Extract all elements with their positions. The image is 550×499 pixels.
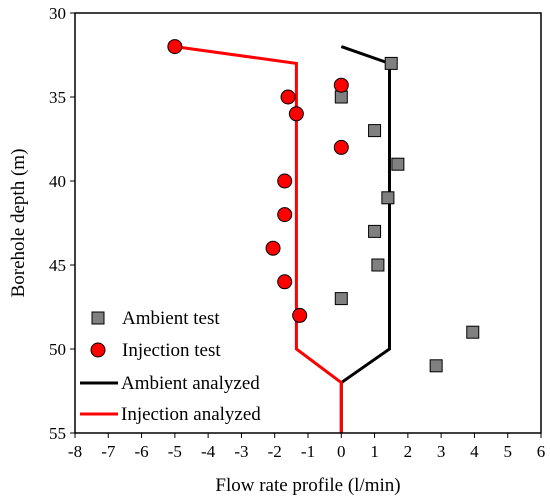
plot-lines	[174, 45, 391, 433]
data-point-square	[384, 56, 398, 70]
x-tick-label: -8	[68, 442, 82, 461]
data-point-square	[381, 191, 395, 205]
x-tick-label: 2	[404, 442, 413, 461]
x-tick-label: -7	[101, 442, 116, 461]
data-point-circle	[167, 39, 183, 55]
data-point-square	[391, 157, 405, 171]
plot-points	[167, 39, 480, 373]
data-point-circle	[277, 207, 293, 223]
y-tick-label: 40	[49, 172, 66, 191]
x-tick-label: 3	[437, 442, 446, 461]
y-tick-label: 30	[49, 4, 66, 23]
x-tick-label: -6	[134, 442, 148, 461]
x-tick-label: -5	[168, 442, 182, 461]
data-point-circle	[277, 274, 293, 290]
y-tick-label: 55	[49, 424, 66, 443]
x-tick-label: 6	[537, 442, 546, 461]
legend-label: Injection analyzed	[121, 404, 261, 425]
y-tick-label: 35	[49, 88, 66, 107]
x-tick-label: 1	[370, 442, 379, 461]
x-tick-label: -2	[268, 442, 282, 461]
data-point-circle	[265, 240, 281, 256]
x-tick-label: 0	[337, 442, 346, 461]
legend-label: Ambient analyzed	[121, 373, 260, 394]
y-tick-label: 50	[49, 340, 66, 359]
data-point-square	[368, 124, 382, 138]
data-point-circle	[292, 307, 308, 323]
data-point-square	[371, 258, 385, 272]
legend-swatch-circle	[90, 342, 106, 358]
x-tick-label: -1	[301, 442, 315, 461]
legend-background	[80, 302, 290, 430]
legend: Ambient test Injection test Ambient analyz…	[80, 302, 290, 430]
data-point-square	[368, 224, 382, 238]
legend-label: Ambient test	[122, 308, 220, 329]
x-tick-label: 4	[470, 442, 479, 461]
data-point-square	[429, 359, 443, 373]
x-axis-title: Flow rate profile (l/min)	[215, 475, 400, 496]
data-point-square	[334, 292, 348, 306]
x-tick-label: -4	[201, 442, 216, 461]
data-point-circle	[277, 173, 293, 189]
data-point-circle	[288, 106, 304, 122]
series-line-3	[174, 45, 343, 433]
x-axis-ticks: -8 -7 -6 -5 -4 -3 -2 -1 0 1 2 3 4 5 6	[68, 433, 545, 461]
x-tick-label: 5	[503, 442, 512, 461]
y-tick-label: 45	[49, 256, 66, 275]
data-point-circle	[280, 89, 296, 105]
y-axis-title: Borehole depth (m)	[8, 149, 29, 298]
legend-swatch-square	[91, 311, 105, 325]
data-point-circle	[333, 139, 349, 155]
data-point-square	[334, 90, 348, 104]
data-point-square	[466, 325, 480, 339]
y-axis-ticks: 30 35 40 45 50 55	[49, 4, 75, 443]
data-point-circle	[333, 77, 349, 93]
x-tick-label: -3	[234, 442, 248, 461]
legend-label: Injection test	[122, 340, 221, 361]
series-line-2	[339, 45, 391, 433]
